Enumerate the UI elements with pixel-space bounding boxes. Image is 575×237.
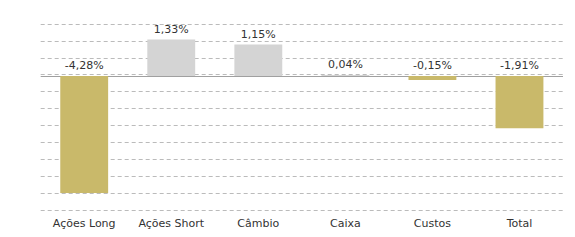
svg-text:Custos: Custos (414, 217, 451, 230)
svg-text:Ações Long: Ações Long (53, 217, 116, 230)
svg-text:Ações Short: Ações Short (138, 217, 204, 230)
svg-text:1,33%: 1,33% (154, 23, 189, 36)
svg-text:-0,15%: -0,15% (413, 59, 452, 72)
svg-text:Câmbio: Câmbio (237, 217, 279, 230)
svg-text:1,15%: 1,15% (241, 28, 276, 41)
svg-text:-1,91%: -1,91% (500, 59, 539, 72)
svg-text:Caixa: Caixa (330, 217, 361, 230)
svg-text:0,04%: 0,04% (328, 58, 363, 71)
svg-text:Total: Total (506, 217, 533, 230)
svg-text:-4,28%: -4,28% (65, 59, 104, 72)
